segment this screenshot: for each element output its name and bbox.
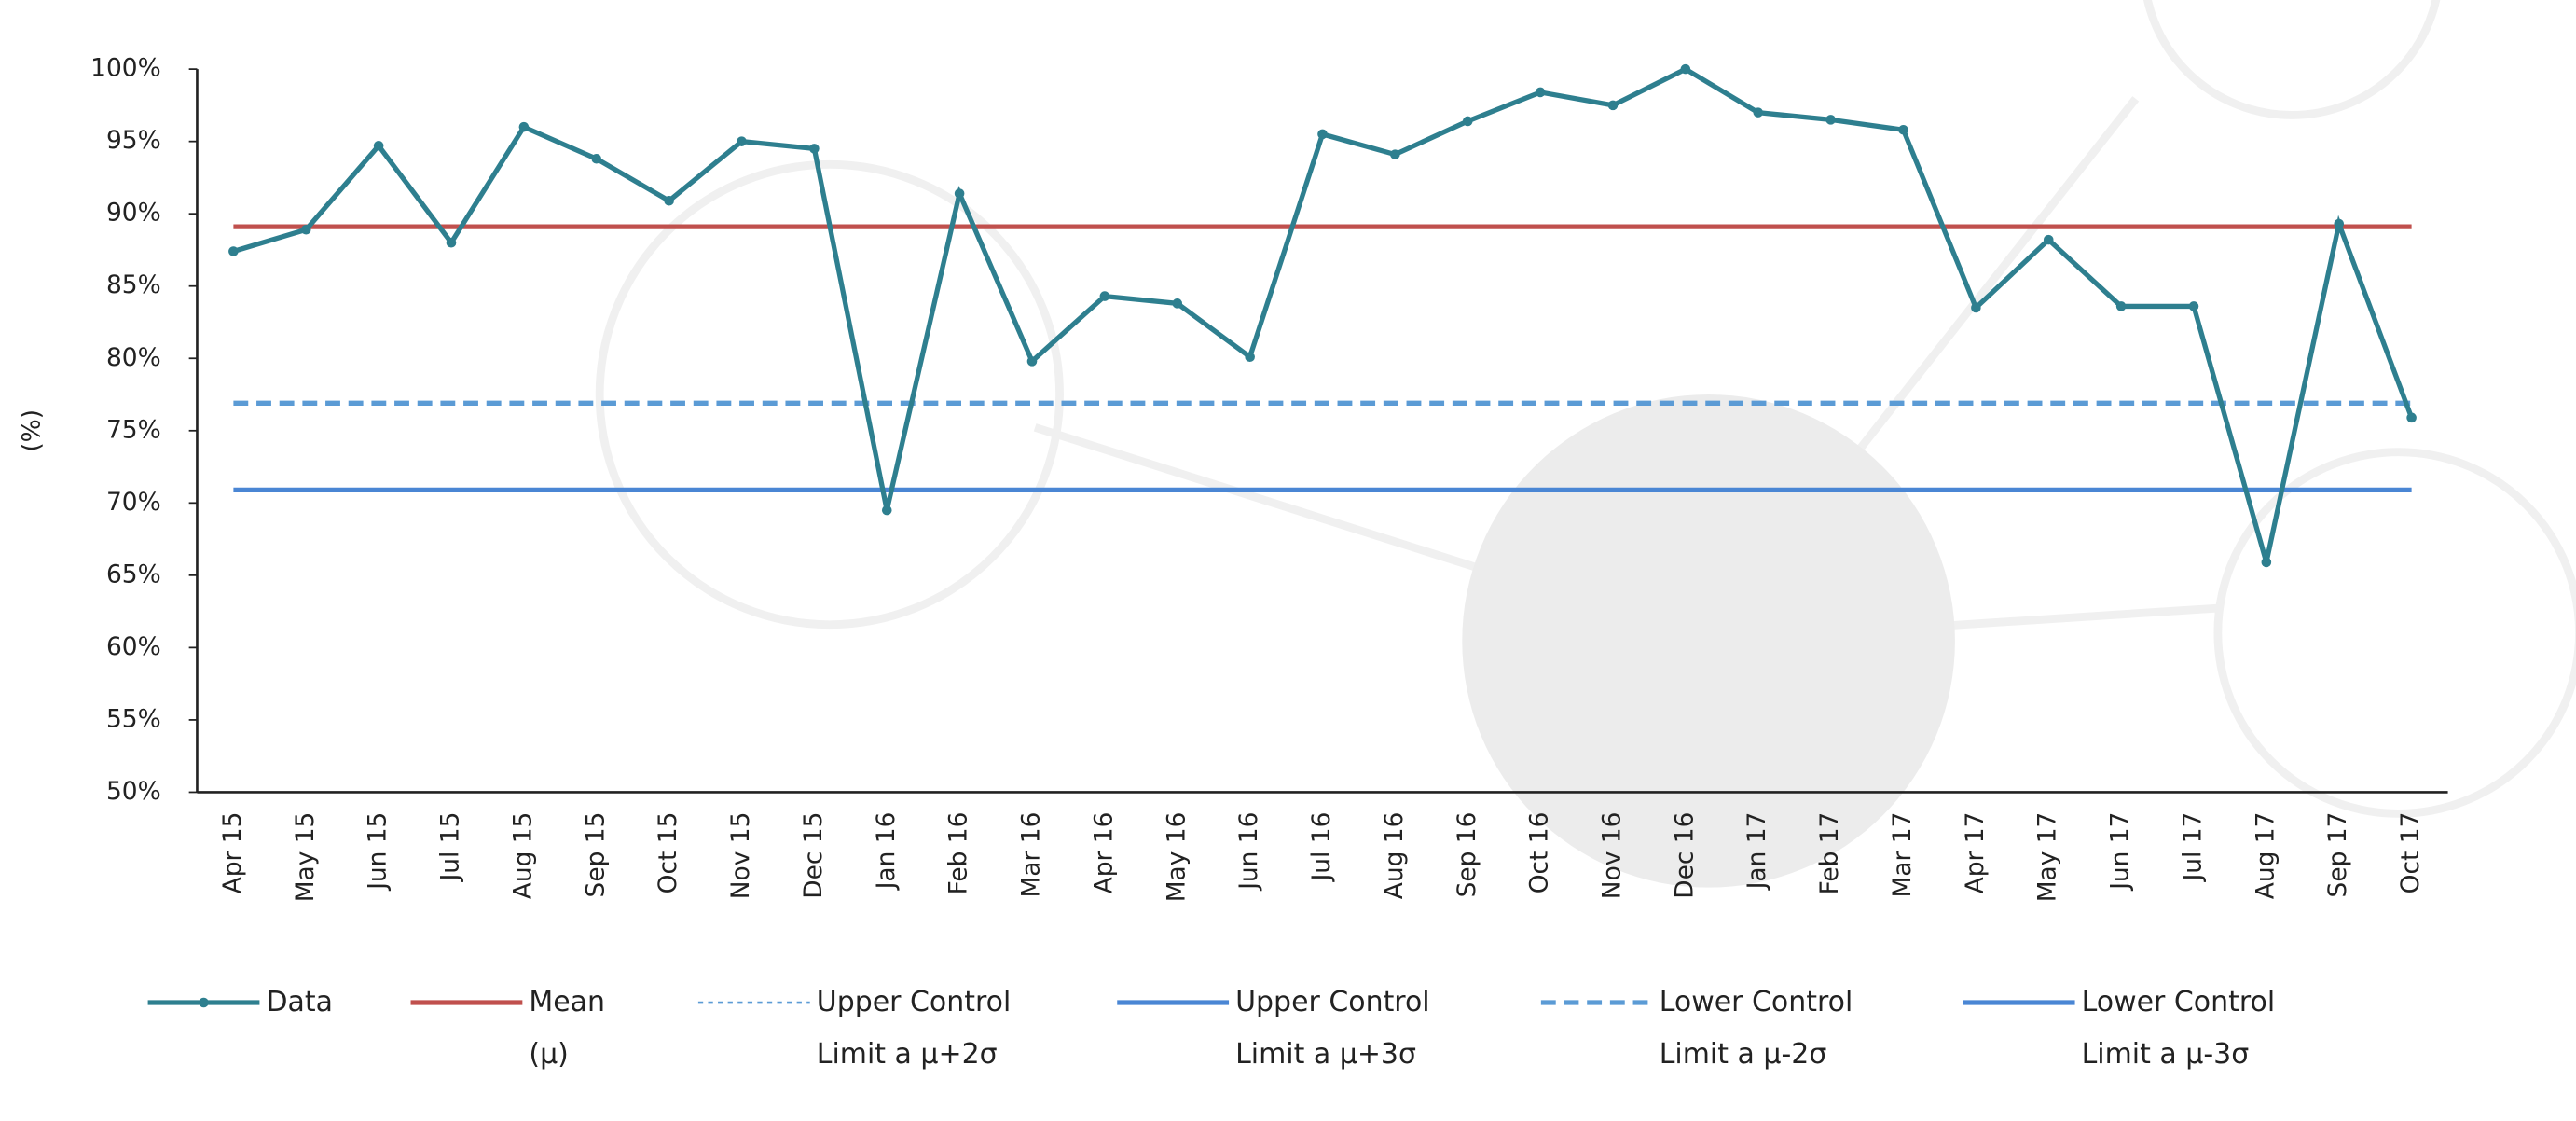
- x-tick-label: Apr 15: [218, 812, 247, 894]
- data-point: [447, 238, 457, 248]
- data-point: [2262, 558, 2272, 568]
- data-point: [1245, 352, 1255, 362]
- data-point: [2334, 219, 2344, 229]
- x-tick-label: Jun 17: [2106, 812, 2135, 892]
- legend-label: Lower Control Limit a μ-2σ: [1660, 976, 1922, 1082]
- x-tick-label: Mar 17: [1888, 812, 1917, 898]
- chart: (%) 50% 55% 60% 65% 70% 75% 80% 85% 90% 95% 100% Ap…: [0, 0, 2576, 1121]
- x-tick-label: Aug 16: [1380, 812, 1409, 900]
- data-point: [1971, 303, 1981, 313]
- y-tick-label: 80%: [106, 343, 161, 372]
- data-point: [955, 188, 965, 199]
- x-tick-label: Jan 17: [1743, 812, 1771, 892]
- data-point: [1172, 298, 1182, 309]
- x-tick-label: Nov 16: [1598, 812, 1627, 900]
- x-tick-label: Aug 17: [2251, 812, 2280, 900]
- x-tick-label: Jul 16: [1307, 812, 1336, 883]
- data-point: [1100, 291, 1110, 301]
- y-axis-label: (%): [18, 409, 47, 452]
- legend-label: Mean (µ): [529, 976, 643, 1082]
- legend-item: Lower Control Limit a μ-3σ: [2082, 976, 2345, 1121]
- data-point: [301, 225, 311, 235]
- x-tick-label: Jul 17: [2178, 812, 2207, 883]
- data-point: [519, 122, 530, 132]
- x-tick-label: Dec 16: [1670, 812, 1699, 899]
- data-point: [2116, 301, 2127, 311]
- y-tick-label: 75%: [106, 415, 161, 444]
- legend-label: Upper Control Limit a μ+2σ: [817, 976, 1080, 1082]
- y-tick-label: 65%: [106, 560, 161, 588]
- data-point: [1825, 115, 1836, 125]
- y-tick-label: 100%: [90, 54, 161, 83]
- data-point: [1536, 88, 1546, 98]
- y-tick-label: 55%: [106, 704, 161, 733]
- x-tick-label: Oct 16: [1525, 812, 1554, 894]
- x-tick-label: Jun 16: [1234, 812, 1263, 892]
- x-tick-label: Apr 16: [1089, 812, 1118, 894]
- x-tick-label: Jan 16: [872, 812, 901, 892]
- legend-item: Mean (µ): [529, 976, 643, 1121]
- data-point: [2406, 413, 2417, 423]
- legend-item: Upper Control Limit a μ+3σ: [1235, 976, 1498, 1121]
- background-decoration: [599, 0, 2576, 888]
- x-tick-label: Oct 17: [2396, 812, 2425, 894]
- x-tick-label: Feb 16: [944, 812, 973, 895]
- data-point: [1608, 101, 1619, 111]
- x-tick-label: Aug 15: [508, 812, 537, 900]
- data-point: [1027, 356, 1038, 367]
- y-tick-label: 95%: [106, 126, 161, 155]
- legend-item: Lower Control Limit a μ-2σ: [1660, 976, 1922, 1121]
- y-tick-label: 60%: [106, 632, 161, 661]
- x-tick-label: Dec 15: [799, 812, 828, 899]
- x-tick-label: Nov 15: [726, 812, 755, 900]
- x-tick-label: May 15: [291, 812, 320, 903]
- legend-label: Upper Control Limit a μ+3σ: [1235, 976, 1498, 1082]
- data-point: [1898, 125, 1908, 135]
- x-tick-label: Feb 17: [1815, 812, 1844, 895]
- data-point: [591, 154, 601, 164]
- data-point: [1317, 130, 1328, 140]
- data-point: [2189, 301, 2199, 311]
- x-tick-label: Sep 15: [581, 812, 610, 898]
- data-point: [228, 246, 239, 256]
- y-tick-label: 85%: [106, 270, 161, 299]
- data-point: [882, 505, 892, 516]
- y-tick-label: 50%: [106, 777, 161, 806]
- y-tick-label: 70%: [106, 488, 161, 517]
- data-point: [809, 144, 820, 154]
- x-tick-label: Jun 15: [364, 812, 393, 892]
- data-point: [1753, 107, 1763, 118]
- x-tick-label: Jul 15: [436, 812, 465, 883]
- data-point: [1390, 149, 1400, 159]
- legend-label: Lower Control Limit a μ-3σ: [2082, 976, 2345, 1082]
- data-point: [737, 136, 747, 146]
- data-point: [1463, 117, 1473, 127]
- x-tick-label: Mar 16: [1017, 812, 1046, 898]
- y-tick-label: 90%: [106, 199, 161, 228]
- data-point: [1681, 64, 1691, 75]
- x-tick-label: May 17: [2033, 812, 2062, 903]
- x-tick-label: Sep 17: [2323, 812, 2352, 898]
- legend-label: Data: [266, 976, 365, 1029]
- legend-item: Data: [266, 976, 365, 1121]
- data-point: [664, 196, 674, 206]
- x-tick-label: Sep 16: [1453, 812, 1481, 898]
- data-point: [374, 141, 384, 151]
- legend-item: Upper Control Limit a μ+2σ: [817, 976, 1080, 1121]
- x-tick-label: Apr 17: [1961, 812, 1990, 894]
- x-tick-label: Oct 15: [654, 812, 682, 894]
- x-tick-label: May 16: [1162, 812, 1191, 903]
- legend-marker: [199, 998, 209, 1008]
- data-point: [2044, 235, 2054, 245]
